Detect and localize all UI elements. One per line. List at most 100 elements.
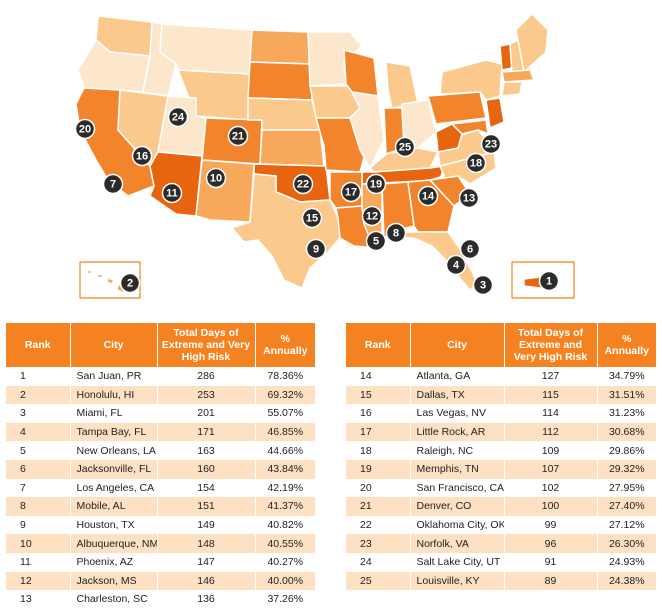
table-row: 19 Memphis, TN 107 29.32% — [346, 459, 656, 479]
days-cell: 253 — [157, 385, 256, 405]
days-cell: 96 — [504, 534, 598, 553]
days-cell: 109 — [504, 441, 598, 460]
city-marker: 18 — [465, 152, 487, 174]
rank-cell: 25 — [346, 571, 411, 591]
state-north-dakota — [249, 29, 311, 65]
days-cell: 149 — [157, 515, 256, 535]
marker-dot — [305, 238, 327, 260]
marker-label: 9 — [313, 244, 319, 256]
marker-dot — [465, 152, 487, 174]
state-west-virginia — [435, 123, 463, 153]
state-maine — [515, 13, 549, 73]
rank-cell: 23 — [346, 534, 411, 553]
marker-dot — [480, 133, 502, 155]
city-marker: 19 — [365, 173, 387, 195]
city-marker: 12 — [361, 205, 383, 227]
table-row: 6 Jacksonville, FL 160 43.84% — [6, 459, 315, 479]
rank-cell: 7 — [6, 478, 71, 498]
marker-dot — [167, 106, 189, 128]
marker-label: 1 — [546, 276, 552, 288]
header-rank: Rank — [6, 323, 71, 367]
rank-cell: 15 — [346, 385, 411, 405]
table-row: 8 Mobile, AL 151 41.37% — [6, 497, 315, 516]
state-connecticut — [501, 81, 523, 97]
state-kansas — [259, 129, 325, 167]
rank-cell: 4 — [6, 422, 71, 442]
percent-cell: 69.32% — [255, 385, 315, 405]
city-cell: Miami, FL — [70, 404, 158, 423]
state-new-mexico — [195, 159, 255, 223]
rank-cell: 24 — [346, 552, 411, 572]
days-cell: 201 — [157, 404, 256, 423]
table-row: 14 Atlanta, GA 127 34.79% — [346, 367, 656, 386]
percent-cell: 29.86% — [597, 441, 656, 460]
city-marker: 13 — [458, 187, 480, 209]
city-cell: Mobile, AL — [70, 497, 158, 516]
marker-label: 21 — [232, 131, 244, 143]
marker-dot — [227, 125, 249, 147]
percent-cell: 44.66% — [255, 441, 315, 460]
rank-cell: 21 — [346, 497, 411, 516]
city-marker: 24 — [167, 106, 189, 128]
marker-dot — [205, 167, 227, 189]
marker-label: 11 — [166, 188, 178, 200]
rank-cell: 10 — [6, 534, 71, 553]
days-cell: 127 — [504, 367, 598, 386]
marker-label: 7 — [110, 179, 116, 191]
table-row: 22 Oklahoma City, OK 99 27.12% — [346, 515, 656, 535]
table-row: 11 Phoenix, AZ 147 40.27% — [6, 552, 315, 572]
marker-dot — [472, 274, 494, 296]
days-cell: 115 — [504, 385, 598, 405]
marker-dot — [119, 272, 141, 294]
marker-label: 20 — [79, 124, 91, 136]
marker-dot — [161, 182, 183, 204]
city-cell: Salt Lake City, UT — [410, 552, 505, 572]
city-marker: 4 — [445, 254, 467, 276]
city-cell: New Orleans, LA — [70, 441, 158, 460]
days-cell: 114 — [504, 404, 598, 423]
percent-cell: 26.30% — [597, 534, 656, 553]
percent-cell: 27.12% — [597, 515, 656, 535]
table-row: 4 Tampa Bay, FL 171 46.85% — [6, 422, 315, 442]
marker-dot — [458, 187, 480, 209]
city-cell: Oklahoma City, OK — [410, 515, 505, 535]
marker-dot — [459, 238, 481, 260]
table-row: 24 Salt Lake City, UT 91 24.93% — [346, 552, 656, 572]
header-city: City — [410, 323, 505, 367]
marker-dot — [301, 207, 323, 229]
city-cell: Atlanta, GA — [410, 367, 505, 386]
percent-cell: 40.55% — [255, 534, 315, 553]
percent-cell: 55.07% — [255, 404, 315, 423]
marker-label: 25 — [399, 142, 411, 154]
marker-dot — [102, 173, 124, 195]
table-row: 7 Los Angeles, CA 154 42.19% — [6, 478, 315, 498]
city-marker: 1 — [538, 270, 560, 292]
city-marker: 3 — [472, 274, 494, 296]
city-marker: 9 — [305, 238, 327, 260]
header-city: City — [70, 323, 158, 367]
city-cell: San Juan, PR — [70, 367, 158, 386]
rank-cell: 22 — [346, 515, 411, 535]
days-cell: 100 — [504, 497, 598, 516]
table-row: 5 New Orleans, LA 163 44.66% — [6, 441, 315, 460]
city-cell: Los Angeles, CA — [70, 478, 158, 498]
city-marker: 16 — [131, 145, 153, 167]
state-texas — [231, 173, 341, 289]
marker-dot — [445, 254, 467, 276]
marker-dot — [417, 185, 439, 207]
percent-cell: 42.19% — [255, 478, 315, 498]
rank-cell: 6 — [6, 459, 71, 479]
table-row: 15 Dallas, TX 115 31.51% — [346, 385, 656, 405]
city-marker: 17 — [340, 181, 362, 203]
table-row: 1 San Juan, PR 286 78.36% — [6, 367, 315, 386]
city-marker: 8 — [385, 222, 407, 244]
marker-label: 14 — [422, 191, 435, 203]
rank-table-left: Rank City Total Days of Extreme and Very… — [6, 323, 315, 609]
days-cell: 151 — [157, 497, 256, 516]
header-pct: % Annually — [597, 323, 656, 367]
table-row: 3 Miami, FL 201 55.07% — [6, 404, 315, 423]
marker-dot — [538, 270, 560, 292]
marker-label: 23 — [485, 139, 497, 151]
city-marker: 7 — [102, 173, 124, 195]
marker-label: 5 — [373, 236, 379, 248]
